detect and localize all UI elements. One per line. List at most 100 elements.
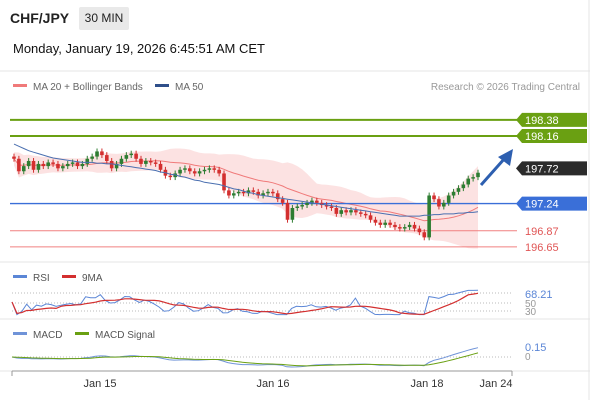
candle-body <box>402 227 407 229</box>
candle-body <box>168 175 173 178</box>
ma9-legend-swatch <box>62 275 76 278</box>
candle-body <box>432 195 436 200</box>
candle-body <box>227 190 231 196</box>
resistance-level-tag <box>516 112 587 127</box>
candle-body <box>300 205 304 207</box>
rsi-line <box>11 289 479 316</box>
rsi-value: 68.21 <box>525 289 553 301</box>
bollinger-band <box>13 148 479 249</box>
price-levels <box>10 118 517 248</box>
rsi-30-label: 30 <box>525 307 537 318</box>
candle-body <box>31 160 36 170</box>
candle-body <box>256 191 261 196</box>
candle-body <box>315 200 319 203</box>
candle-body <box>266 191 270 194</box>
signal-legend-swatch <box>75 332 89 335</box>
pivot-level-tag <box>516 196 587 211</box>
resistance-level-label: 198.16 <box>525 131 559 143</box>
candle-body <box>383 222 387 225</box>
candle-body <box>324 205 329 207</box>
pair-title: CHF/JPY <box>10 10 70 26</box>
candle-body <box>119 158 124 164</box>
candle-body <box>197 171 202 174</box>
candle-body <box>56 163 60 169</box>
candle-body <box>368 215 373 220</box>
rsi-50-label: 50 <box>525 299 537 310</box>
candle-body <box>61 166 65 169</box>
price-labels: 198.38 198.16 197.72 197.24 196.87 196.65 <box>516 112 587 254</box>
candle-body <box>85 158 90 164</box>
candle-body <box>339 210 344 214</box>
candle-body <box>398 227 402 229</box>
candle-body <box>378 222 383 225</box>
candle-body <box>329 206 334 208</box>
rsi-legend-swatch <box>13 275 27 278</box>
candle-body <box>109 160 114 169</box>
ma50-path <box>13 143 479 217</box>
forecast-arrow <box>479 157 507 186</box>
candle-body <box>12 156 16 159</box>
candle-body <box>36 163 41 170</box>
copyright: Research © 2026 Trading Central <box>431 82 580 93</box>
candle-body <box>246 190 251 194</box>
candle-body <box>51 162 55 164</box>
candle-body <box>21 166 26 172</box>
candle-body <box>202 169 207 172</box>
bb-legend-swatch <box>13 84 27 87</box>
candle-body <box>466 178 471 185</box>
candle-body <box>456 188 461 192</box>
candle-body <box>124 155 129 159</box>
forecast-arrow-head <box>498 149 513 166</box>
bb-legend-label: MA 20 + Bollinger Bands <box>33 82 143 93</box>
last-level-label: 197.72 <box>525 163 559 175</box>
candle-body <box>275 193 280 200</box>
candle-body <box>17 158 21 172</box>
candle-body <box>41 163 46 167</box>
candle-body <box>295 206 300 208</box>
candle-body <box>90 156 94 159</box>
candle-body <box>442 202 446 207</box>
timeframe-button[interactable]: 30 MIN <box>79 7 129 30</box>
macd-legend-label: MACD <box>33 330 62 341</box>
ma20-line <box>13 158 479 222</box>
candle-body <box>446 195 451 203</box>
candle-body <box>70 162 75 164</box>
candle-body <box>305 202 309 206</box>
candle-body <box>80 163 85 167</box>
support-level-label: 196.65 <box>525 242 559 254</box>
candle-body <box>95 151 99 157</box>
candle-body <box>407 224 412 228</box>
candle-body <box>231 193 236 196</box>
candle-body <box>412 224 417 229</box>
candle-body <box>114 163 119 169</box>
x-tick-label: Jan 18 <box>410 378 443 390</box>
candle-body <box>354 210 358 213</box>
candle-body <box>178 169 182 174</box>
x-tick-label: Jan 15 <box>83 378 116 390</box>
candle-body <box>65 163 70 167</box>
candle-body <box>261 193 265 196</box>
macd-zero-label: 0 <box>525 352 531 363</box>
signal-legend-label: MACD Signal <box>95 330 155 341</box>
pivot-level-label: 197.24 <box>525 199 559 211</box>
candle-body <box>236 191 241 194</box>
candle-body <box>192 171 197 174</box>
ma50-line <box>13 143 479 217</box>
candle-body <box>471 177 475 179</box>
candle-body <box>188 168 192 172</box>
candle-body <box>280 199 285 203</box>
candle-body <box>148 160 153 163</box>
candle-body <box>373 219 378 223</box>
candle-body <box>358 212 363 214</box>
candle-body <box>451 191 456 196</box>
candle-body <box>417 228 422 233</box>
candle-body <box>153 162 158 164</box>
ma50-legend-swatch <box>155 84 169 87</box>
candle-body <box>271 191 275 194</box>
timestamp: Monday, January 19, 2026 6:45:51 AM CET <box>13 41 265 56</box>
candle-body <box>26 160 31 167</box>
resistance-level-label: 198.38 <box>525 115 559 127</box>
bollinger-fill <box>14 148 478 249</box>
candle-body <box>334 207 339 214</box>
